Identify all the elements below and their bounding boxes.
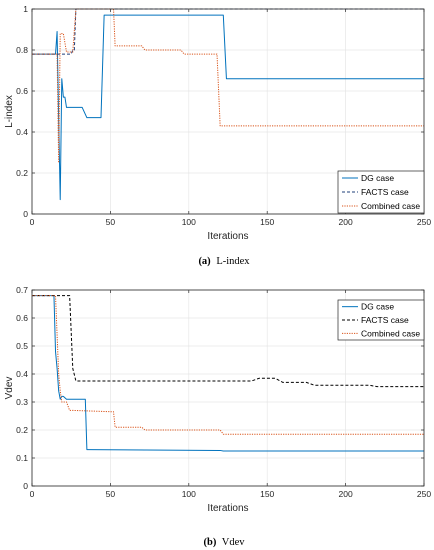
y-tick-label: 0.7 [16, 285, 28, 295]
plot-frame [31, 289, 425, 487]
x-tick-label: 0 [30, 217, 35, 227]
x-tick-label: 250 [417, 489, 431, 499]
legend-label-dg-case: DG case [361, 302, 394, 312]
series-line-dg-case [32, 295, 424, 452]
plot-frame [31, 8, 425, 215]
y-tick-label: 0.5 [16, 341, 28, 351]
y-tick-label: 0.6 [16, 86, 28, 96]
legend-label-dg-case: DG case [361, 173, 394, 183]
x-tick-label: 50 [106, 217, 116, 227]
legend-label-combined-case: Combined case [361, 328, 420, 338]
legend: DG case FACTS case Combined case [337, 299, 425, 341]
y-tick-label: 0.3 [16, 397, 28, 407]
y-tick-label: 0.4 [16, 127, 28, 137]
x-tick-label: 250 [417, 217, 431, 227]
x-tick-label: 200 [339, 217, 353, 227]
y-axis-label: Vdev [4, 377, 15, 400]
x-axis-label: Iterations [207, 503, 248, 514]
x-tick-label: 0 [30, 489, 35, 499]
y-tick-label: 0 [23, 481, 28, 491]
y-tick-label: 1 [23, 4, 28, 14]
series-line-dg-case [32, 14, 424, 201]
x-tick-label: 150 [260, 217, 274, 227]
x-tick-label: 200 [339, 489, 353, 499]
legend-label-facts-case: FACTS case [361, 315, 409, 325]
series-line-combined-case [32, 295, 424, 435]
caption-text-b: Vdev [222, 537, 245, 548]
caption-letter-b: (b) [203, 537, 216, 548]
y-tick-label: 0.4 [16, 369, 28, 379]
x-tick-label: 150 [260, 489, 274, 499]
chart-caption-a: (a) L-index [198, 256, 250, 267]
x-tick-label: 100 [182, 489, 196, 499]
caption-letter-a: (a) [198, 256, 211, 267]
y-tick-label: 0.2 [16, 168, 28, 178]
caption-text-a: L-index [216, 256, 250, 267]
legend-label-facts-case: FACTS case [361, 187, 409, 197]
y-tick-label: 0.2 [16, 425, 28, 435]
series-line-facts-case [32, 8, 424, 55]
legend: DG case FACTS case Combined case [337, 170, 425, 214]
y-tick-label: 0.6 [16, 313, 28, 323]
y-tick-label: 0.1 [16, 453, 28, 463]
chart-panel-vdev: 0 50 100 150 200 250 0 0.1 0.2 0.3 0.4 0.5 0.6 0.7 Ite… [4, 285, 431, 514]
y-tick-label: 0 [23, 209, 28, 219]
y-tick-label: 0.8 [16, 45, 28, 55]
series-line-facts-case [32, 295, 424, 388]
chart-caption-b: (b) Vdev [203, 537, 245, 548]
chart-panel-l-index: 0 50 100 150 200 250 0 0.2 0.4 0.6 0.8 1 Iterations L… [4, 4, 431, 242]
x-tick-label: 100 [182, 217, 196, 227]
legend-label-combined-case: Combined case [361, 201, 420, 211]
x-tick-label: 50 [106, 489, 116, 499]
y-axis-label: L-index [4, 95, 15, 128]
x-axis-label: Iterations [207, 231, 248, 242]
